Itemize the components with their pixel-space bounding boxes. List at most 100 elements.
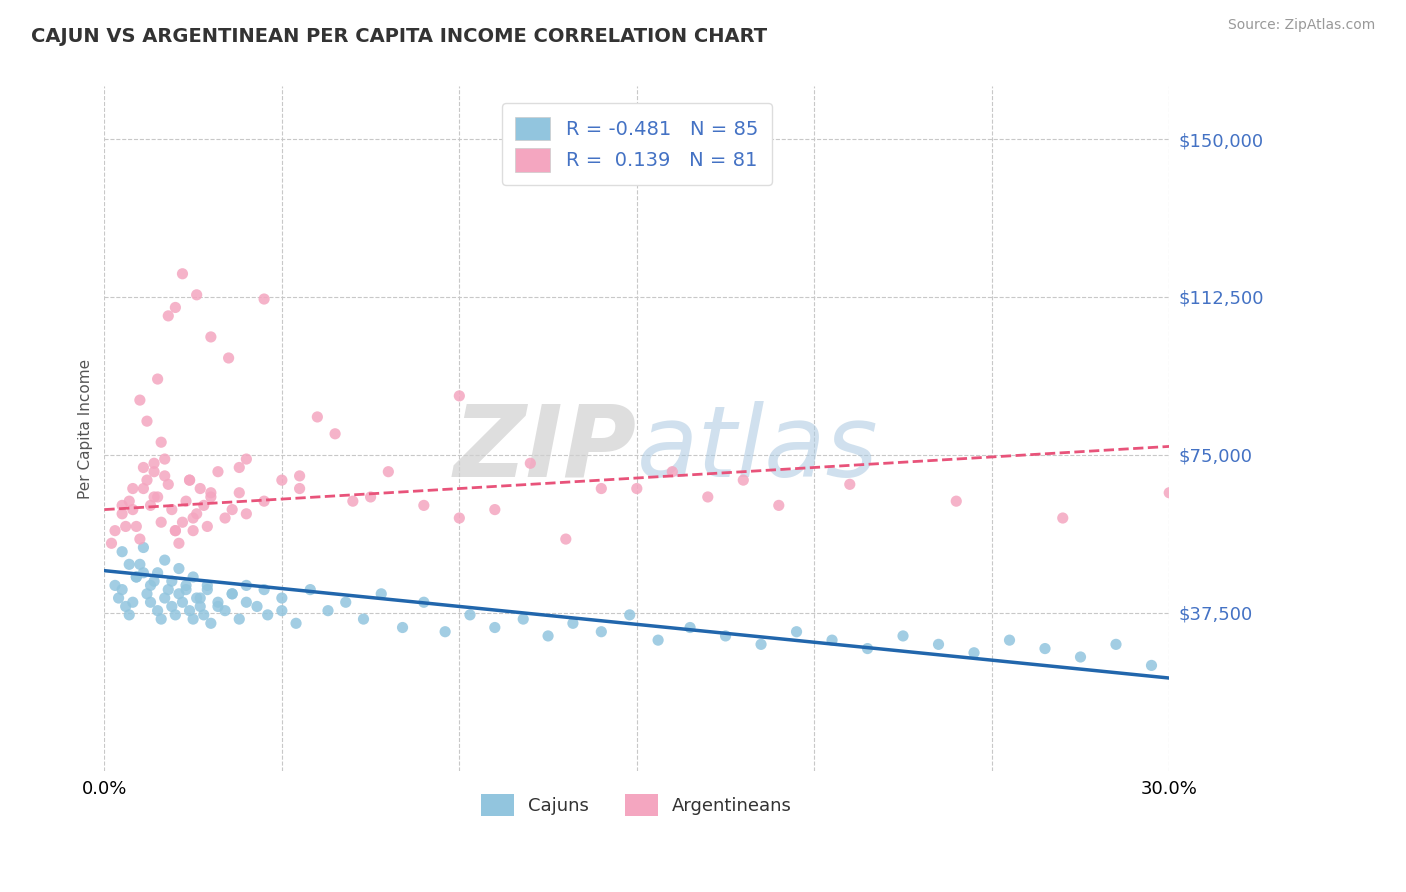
Point: [945, 494, 967, 508]
Point: [136, 587, 159, 601]
Point: [235, 595, 257, 609]
Point: [1159, 485, 1181, 500]
Point: [647, 633, 669, 648]
Point: [221, 587, 243, 601]
Point: [146, 604, 169, 618]
Point: [174, 494, 197, 508]
Point: [626, 482, 648, 496]
Point: [172, 267, 194, 281]
Point: [165, 524, 187, 538]
Point: [125, 570, 148, 584]
Point: [157, 582, 180, 597]
Point: [153, 469, 176, 483]
Text: ZIP: ZIP: [454, 401, 637, 498]
Point: [714, 629, 737, 643]
Point: [1140, 658, 1163, 673]
Point: [299, 582, 322, 597]
Point: [200, 485, 222, 500]
Point: [121, 502, 143, 516]
Point: [118, 494, 141, 508]
Legend: Cajuns, Argentineans: Cajuns, Argentineans: [474, 787, 800, 823]
Point: [679, 620, 702, 634]
Point: [928, 637, 950, 651]
Point: [207, 595, 229, 609]
Point: [316, 604, 339, 618]
Point: [228, 485, 250, 500]
Point: [307, 409, 329, 424]
Point: [221, 502, 243, 516]
Point: [132, 541, 155, 555]
Point: [139, 578, 162, 592]
Y-axis label: Per Capita Income: Per Capita Income: [79, 359, 93, 499]
Point: [512, 612, 534, 626]
Point: [323, 426, 346, 441]
Point: [270, 604, 292, 618]
Point: [188, 599, 211, 614]
Point: [484, 502, 506, 516]
Point: [377, 465, 399, 479]
Point: [153, 591, 176, 605]
Point: [200, 490, 222, 504]
Point: [104, 524, 127, 538]
Point: [174, 582, 197, 597]
Point: [856, 641, 879, 656]
Point: [104, 578, 127, 592]
Point: [591, 624, 613, 639]
Point: [253, 494, 276, 508]
Point: [181, 511, 204, 525]
Point: [891, 629, 914, 643]
Point: [1052, 511, 1074, 525]
Point: [246, 599, 269, 614]
Point: [136, 414, 159, 428]
Text: atlas: atlas: [637, 401, 879, 498]
Point: [228, 612, 250, 626]
Point: [118, 558, 141, 572]
Point: [114, 599, 136, 614]
Point: [1069, 650, 1091, 665]
Point: [253, 292, 276, 306]
Point: [100, 536, 122, 550]
Point: [1105, 637, 1128, 651]
Point: [391, 620, 413, 634]
Point: [128, 393, 150, 408]
Point: [146, 490, 169, 504]
Point: [160, 599, 183, 614]
Point: [165, 524, 187, 538]
Point: [228, 460, 250, 475]
Point: [153, 452, 176, 467]
Point: [768, 499, 790, 513]
Point: [288, 482, 311, 496]
Point: [165, 301, 187, 315]
Point: [181, 524, 204, 538]
Point: [360, 490, 382, 504]
Point: [207, 465, 229, 479]
Point: [139, 499, 162, 513]
Point: [253, 582, 276, 597]
Point: [186, 591, 208, 605]
Point: [157, 309, 180, 323]
Point: [519, 456, 541, 470]
Point: [218, 351, 240, 365]
Point: [963, 646, 986, 660]
Point: [235, 578, 257, 592]
Point: [821, 633, 844, 648]
Point: [167, 587, 190, 601]
Text: Source: ZipAtlas.com: Source: ZipAtlas.com: [1227, 18, 1375, 32]
Point: [186, 288, 208, 302]
Point: [838, 477, 860, 491]
Point: [285, 616, 308, 631]
Point: [619, 607, 641, 622]
Point: [353, 612, 375, 626]
Point: [128, 558, 150, 572]
Point: [749, 637, 772, 651]
Point: [733, 473, 755, 487]
Point: [235, 452, 257, 467]
Point: [554, 532, 576, 546]
Point: [412, 499, 434, 513]
Point: [193, 499, 215, 513]
Point: [132, 566, 155, 580]
Point: [591, 482, 613, 496]
Text: CAJUN VS ARGENTINEAN PER CAPITA INCOME CORRELATION CHART: CAJUN VS ARGENTINEAN PER CAPITA INCOME C…: [31, 27, 768, 45]
Point: [150, 515, 173, 529]
Point: [121, 482, 143, 496]
